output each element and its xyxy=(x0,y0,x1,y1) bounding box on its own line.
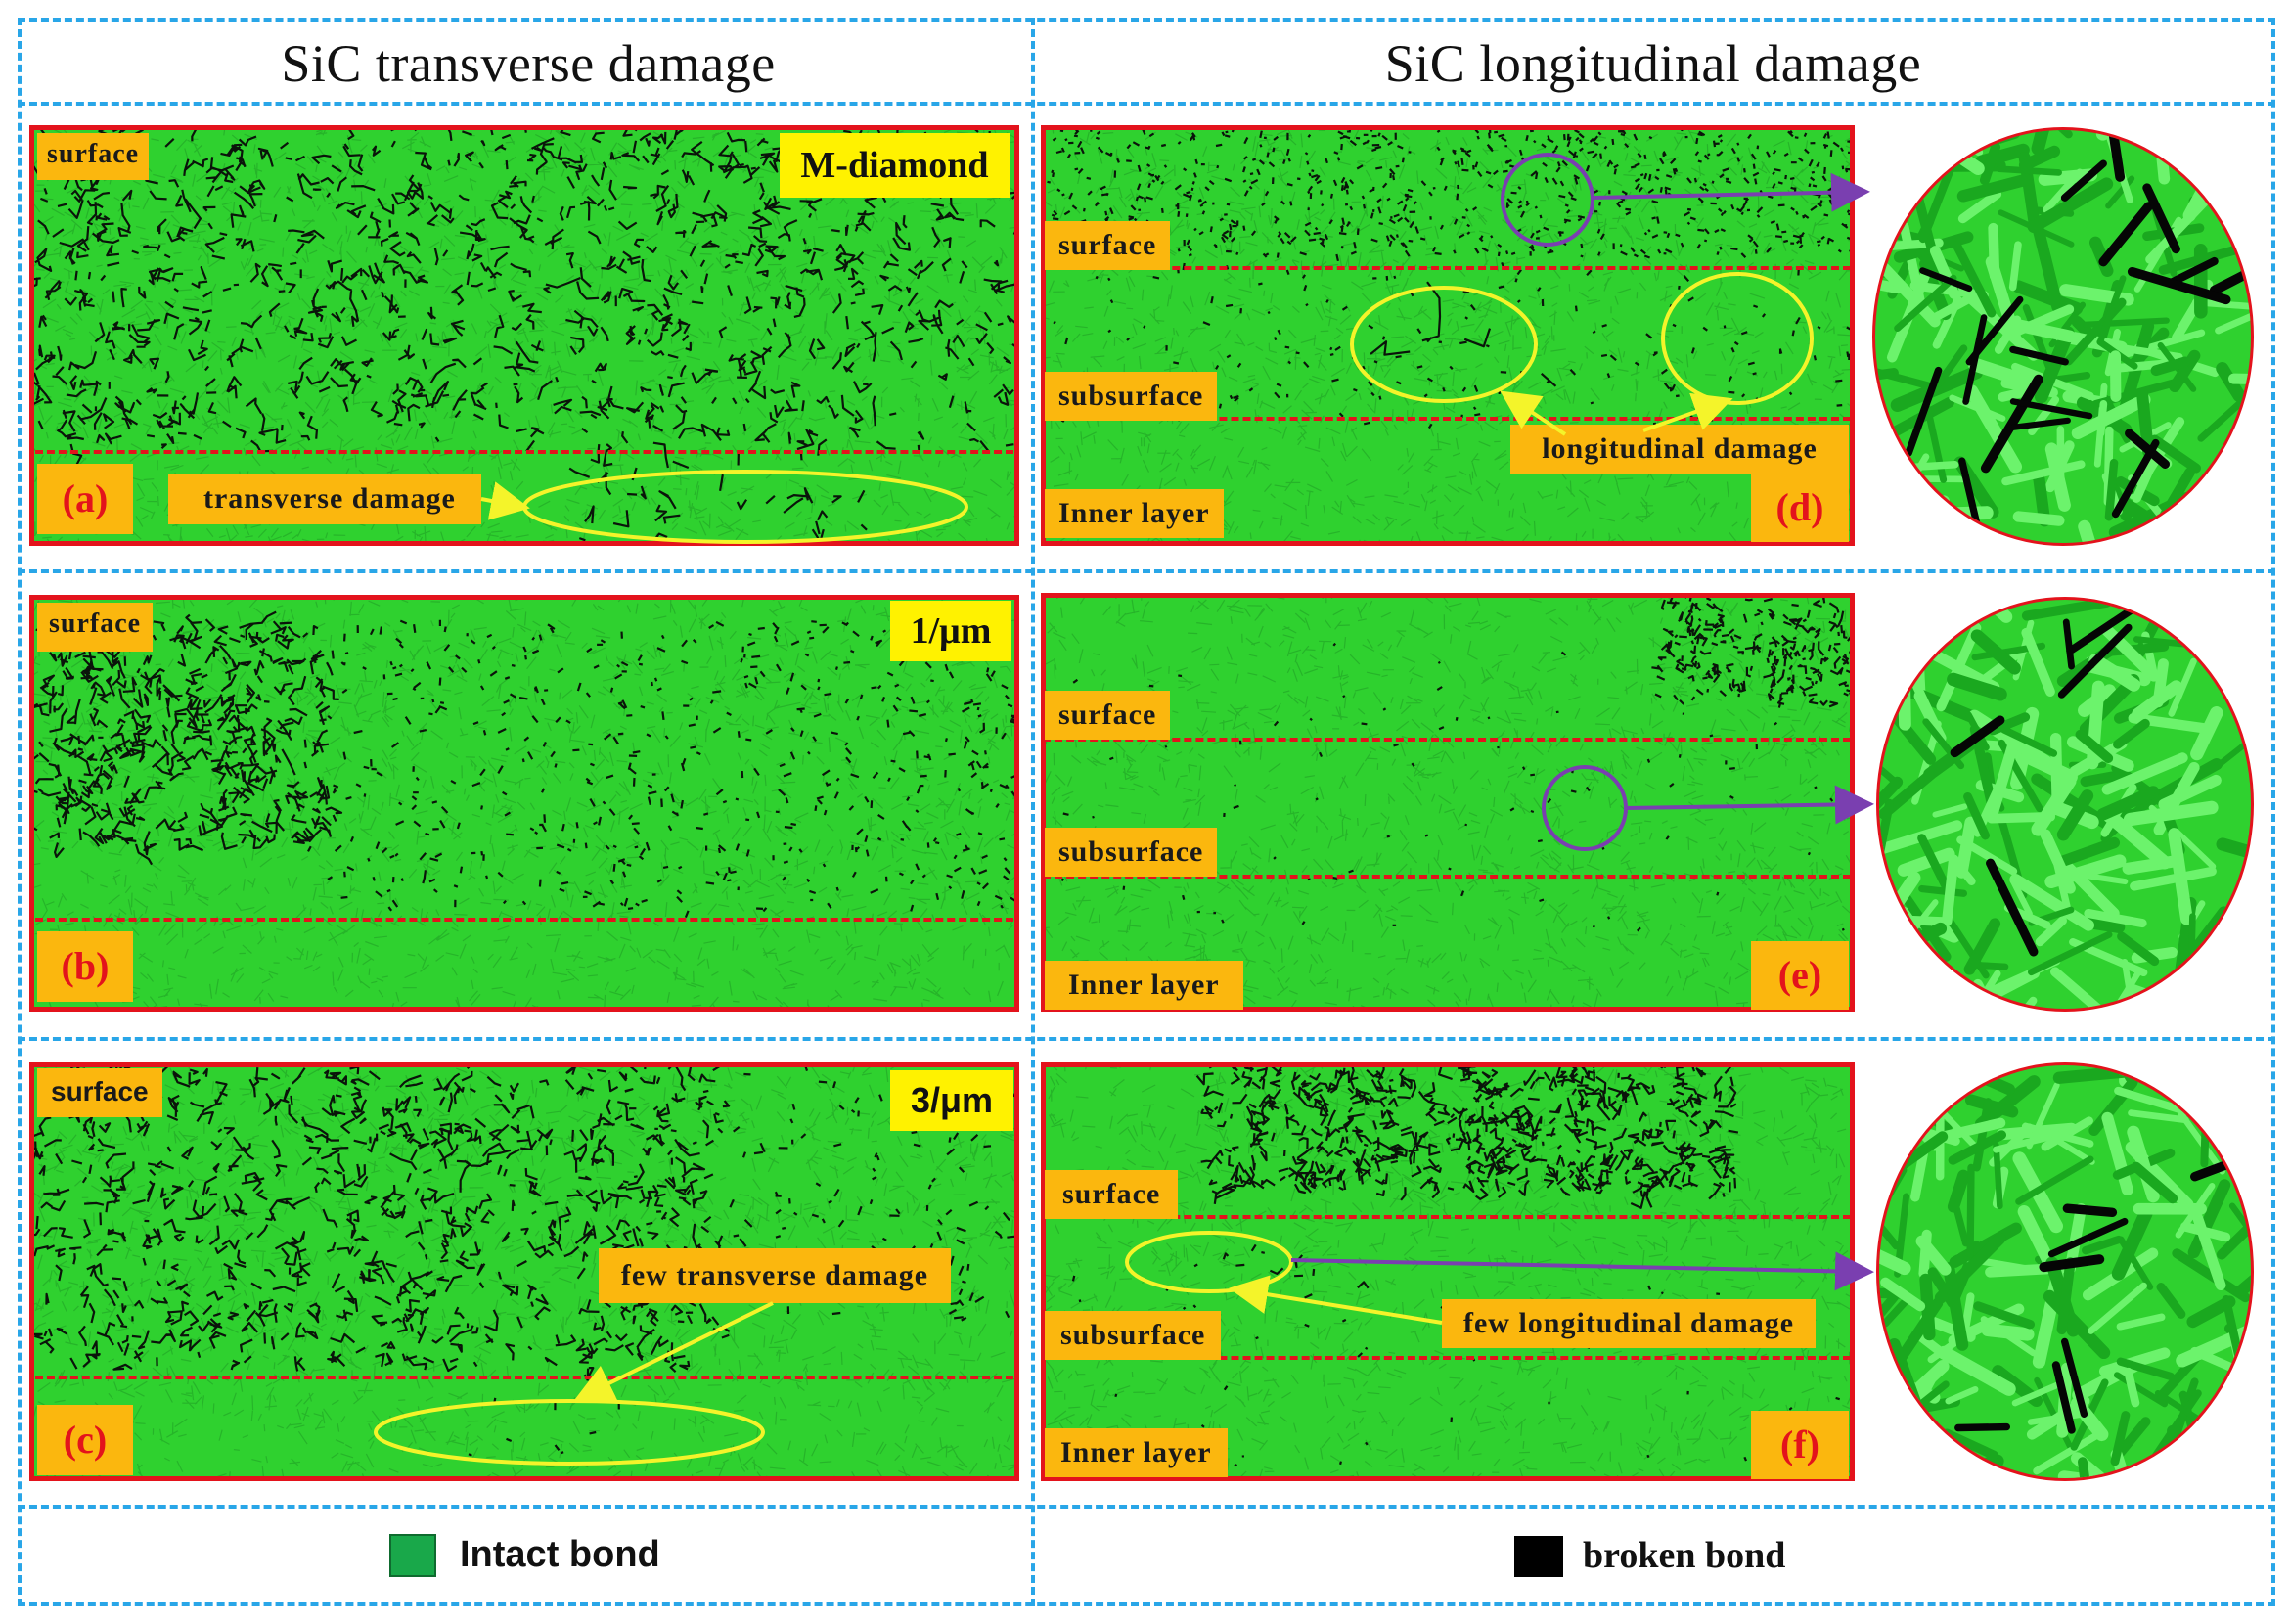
figure-frame xyxy=(18,18,2275,1606)
panel-e-texture xyxy=(1046,598,1850,1007)
intact-bond-label: Intact bond xyxy=(460,1534,660,1575)
panel-f-letter: (f) xyxy=(1751,1411,1849,1479)
panel-b xyxy=(29,595,1019,1012)
grid-line xyxy=(18,1037,2275,1041)
zoom-e-texture xyxy=(1879,600,2251,1009)
boundary-line xyxy=(1043,875,1851,879)
panel-f xyxy=(1041,1062,1855,1481)
broken-bond-label: broken bond xyxy=(1583,1535,1786,1576)
boundary-line xyxy=(35,918,1013,922)
panel-d-annotation: longitudinal damage xyxy=(1510,425,1849,474)
grid-line xyxy=(18,1505,2275,1509)
left-column-title: SiC transverse damage xyxy=(281,34,776,93)
panel-b-texture xyxy=(34,600,1014,1007)
surface-label: surface xyxy=(37,603,154,652)
panel-c-annotation: few transverse damage xyxy=(599,1248,951,1303)
boundary-line xyxy=(1043,738,1851,742)
inner-layer-label: Inner layer xyxy=(1045,489,1224,538)
panel-c-letter: (c) xyxy=(37,1405,133,1475)
panel-f-annotation: few longitudinal damage xyxy=(1442,1299,1816,1348)
grid-line xyxy=(18,102,2275,106)
surface-label: surface xyxy=(1045,221,1171,270)
panel-a-letter: (a) xyxy=(37,464,133,534)
panel-e xyxy=(1041,593,1855,1012)
panel-f-texture xyxy=(1046,1067,1850,1476)
panel-b-letter: (b) xyxy=(37,931,133,1002)
panel-d xyxy=(1041,125,1855,546)
grid-line xyxy=(18,569,2275,573)
right-column-title: SiC longitudinal damage xyxy=(1384,34,1922,93)
boundary-line xyxy=(35,1376,1013,1379)
zoom-f-texture xyxy=(1879,1065,2251,1478)
boundary-line xyxy=(1043,266,1851,270)
boundary-line xyxy=(1043,1215,1851,1219)
surface-label: surface xyxy=(37,1068,162,1117)
boundary-line xyxy=(1043,1356,1851,1360)
surface-label: surface xyxy=(1045,691,1171,740)
surface-label: surface xyxy=(37,133,150,180)
panel-e-letter: (e) xyxy=(1751,941,1849,1010)
panel-c-tag: 3/μm xyxy=(890,1070,1013,1131)
panel-b-tag: 1/μm xyxy=(890,601,1011,661)
subsurface-label: subsurface xyxy=(1045,828,1218,877)
panel-a-tag: M-diamond xyxy=(780,133,1010,198)
zoom-circle-e xyxy=(1876,597,2254,1012)
grid-line xyxy=(1031,18,1035,1606)
boundary-line xyxy=(1043,417,1851,421)
zoom-circle-d xyxy=(1872,127,2254,546)
zoom-circle-f xyxy=(1876,1062,2254,1481)
inner-layer-label: Inner layer xyxy=(1045,961,1243,1010)
intact-bond-swatch xyxy=(389,1534,436,1577)
broken-bond-swatch xyxy=(1514,1536,1563,1577)
panel-d-letter: (d) xyxy=(1751,474,1849,542)
subsurface-label: subsurface xyxy=(1045,1311,1222,1360)
panel-a-annotation: transverse damage xyxy=(168,474,481,524)
subsurface-label: subsurface xyxy=(1045,372,1218,421)
boundary-line xyxy=(35,450,1013,454)
zoom-d-texture xyxy=(1875,130,2251,543)
panel-d-texture xyxy=(1046,130,1850,541)
surface-label: surface xyxy=(1045,1170,1179,1219)
inner-layer-label: Inner layer xyxy=(1045,1428,1228,1477)
